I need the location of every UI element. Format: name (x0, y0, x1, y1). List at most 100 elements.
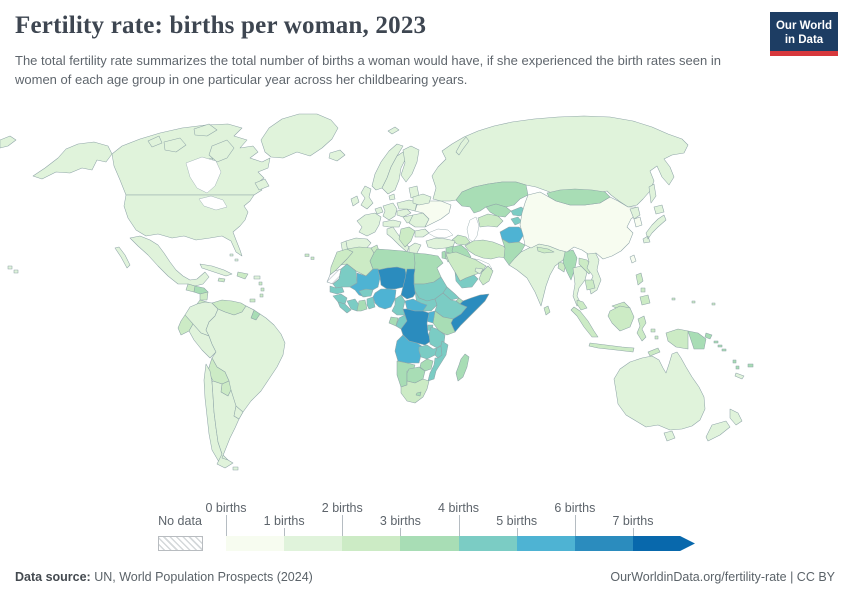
country-niger[interactable] (377, 266, 408, 290)
country-burkina-faso[interactable] (358, 288, 374, 298)
country-hawaii[interactable] (7, 265, 19, 274)
country-greenland[interactable] (260, 113, 339, 159)
country-finland[interactable] (400, 145, 420, 183)
country-turkmenistan[interactable] (477, 213, 504, 228)
country-cambodia[interactable] (584, 279, 596, 291)
country-yemen[interactable] (454, 271, 479, 289)
country-madagascar[interactable] (455, 353, 470, 382)
country-lesser-antilles[interactable] (258, 281, 265, 298)
country-france[interactable] (356, 212, 382, 237)
country-sri-lanka[interactable] (543, 305, 551, 316)
legend-bin-2-3[interactable] (342, 536, 401, 551)
country-newfoundland[interactable] (254, 178, 270, 191)
country-senegal[interactable] (329, 285, 345, 295)
country-benelux[interactable] (374, 206, 384, 215)
country-canada[interactable] (111, 123, 271, 196)
country-kazakhstan[interactable] (455, 181, 529, 214)
country-nepal[interactable] (536, 246, 555, 254)
legend-bin-4-5[interactable] (458, 536, 518, 551)
country-canada-arctic-islands[interactable] (147, 123, 235, 167)
country-novaya-zemlya[interactable] (455, 136, 470, 156)
country-germany[interactable] (382, 202, 398, 221)
country-indonesia[interactable] (570, 305, 689, 357)
country-iceland[interactable] (328, 149, 346, 162)
country-norway[interactable] (371, 143, 404, 191)
country-alaska[interactable] (32, 141, 113, 180)
country-eritrea[interactable] (442, 286, 460, 301)
country-papua-new-guinea[interactable] (687, 330, 713, 350)
country-falkland-islands[interactable] (232, 466, 239, 471)
footer-license[interactable]: CC BY (796, 570, 835, 584)
country-bahamas[interactable] (229, 253, 239, 262)
country-bulgaria[interactable] (414, 228, 430, 238)
country-australia[interactable] (613, 351, 706, 442)
country-japan[interactable] (642, 204, 667, 244)
country-puerto-rico[interactable] (253, 275, 261, 280)
country-philippines[interactable] (635, 272, 651, 306)
country-denmark[interactable] (388, 193, 396, 201)
country-south-africa[interactable] (400, 378, 430, 404)
legend-bin-7+[interactable] (632, 536, 695, 551)
country-iran[interactable] (464, 239, 510, 260)
legend-bin-5-6[interactable] (516, 536, 576, 551)
country-ireland[interactable] (350, 195, 360, 207)
country-mongolia[interactable] (546, 188, 611, 206)
country-new-zealand[interactable] (705, 408, 743, 442)
country-sierra-leone-liberia[interactable] (337, 301, 352, 314)
country-russia-west-fragment[interactable] (0, 135, 17, 149)
country-north-korea[interactable] (629, 206, 641, 220)
country-ghana[interactable] (356, 299, 368, 312)
country-mozambique[interactable] (427, 340, 449, 382)
country-south-korea[interactable] (633, 216, 643, 228)
legend-bin-0-1[interactable] (226, 536, 285, 551)
country-usa[interactable] (123, 194, 255, 257)
country-fiji[interactable] (747, 363, 754, 368)
country-switzerland-austria[interactable] (382, 219, 402, 228)
country-uruguay[interactable] (233, 405, 244, 420)
country-ukraine[interactable] (414, 200, 452, 228)
country-drc[interactable] (400, 308, 432, 346)
country-taiwan[interactable] (629, 254, 637, 264)
country-kenya[interactable] (432, 310, 456, 336)
owid-logo[interactable]: Our World in Data (770, 12, 838, 56)
legend-bin-1-2[interactable] (284, 536, 343, 551)
country-lesotho[interactable] (415, 391, 422, 397)
country-argentina[interactable] (211, 380, 240, 469)
country-hispaniola[interactable] (236, 271, 249, 280)
country-czechia-slovakia[interactable] (396, 208, 412, 218)
country-namibia[interactable] (396, 360, 416, 388)
country-new-caledonia[interactable] (734, 372, 745, 380)
country-united-kingdom[interactable] (360, 185, 374, 210)
country-somalia[interactable] (450, 293, 490, 333)
country-canary-islands[interactable] (304, 253, 315, 260)
country-zimbabwe[interactable] (419, 358, 434, 372)
country-belarus[interactable] (412, 193, 432, 206)
country-thailand[interactable] (572, 265, 588, 307)
legend-no-data-swatch[interactable] (158, 536, 203, 551)
country-vanuatu[interactable] (732, 359, 740, 370)
country-oman[interactable] (478, 265, 494, 286)
country-israel-lebanon[interactable] (441, 250, 447, 260)
country-uae[interactable] (474, 267, 484, 275)
country-angola[interactable] (394, 334, 424, 364)
country-caucasus[interactable] (451, 234, 471, 246)
country-chad[interactable] (400, 268, 418, 300)
country-trinidad[interactable] (249, 298, 256, 303)
country-zambia[interactable] (418, 344, 438, 360)
footer-link[interactable]: OurWorldinData.org/fertility-rate (610, 570, 787, 584)
country-sakhalin[interactable] (648, 183, 657, 204)
country-mexico[interactable] (114, 235, 210, 287)
country-cuba[interactable] (199, 263, 233, 277)
legend-bin-3-4[interactable] (400, 536, 460, 551)
country-nicaragua[interactable] (199, 291, 209, 301)
country-jamaica[interactable] (217, 277, 226, 283)
country-svalbard[interactable] (387, 126, 400, 135)
country-nigeria[interactable] (372, 288, 397, 310)
country-solomon-islands[interactable] (713, 340, 727, 352)
country-guinea[interactable] (332, 293, 348, 305)
country-balkans[interactable] (398, 226, 416, 248)
country-togo-benin[interactable] (366, 296, 376, 310)
legend-bin-6-7[interactable] (574, 536, 634, 551)
country-tanzania[interactable] (428, 326, 446, 349)
country-micronesia[interactable] (671, 297, 716, 306)
